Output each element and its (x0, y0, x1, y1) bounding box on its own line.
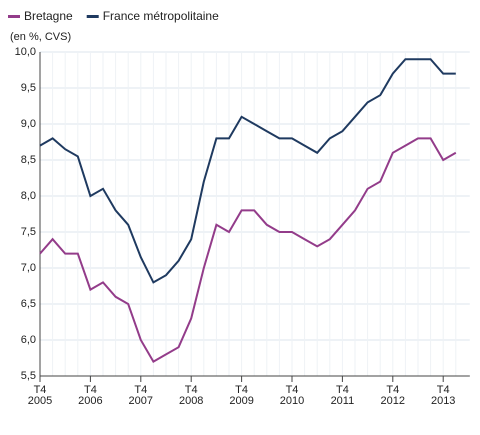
x-tick-label-line: T4 (437, 384, 450, 396)
y-tick-label: 9,0 (21, 118, 36, 130)
x-tick-label-line: T4 (134, 384, 147, 396)
x-tick-label-line: 2007 (129, 395, 153, 407)
x-tick-label-line: T4 (235, 384, 248, 396)
x-tick-label-line: 2006 (78, 395, 102, 407)
x-tick-label-line: T4 (386, 384, 399, 396)
legend-label: Bretagne (24, 9, 73, 23)
x-tick-label: T4 2010 (280, 384, 304, 407)
x-tick-label: T4 2007 (129, 384, 153, 407)
x-tick-label-line: T4 (84, 384, 97, 396)
y-tick-label: 6,0 (21, 334, 36, 346)
x-tick-label-line: 2011 (331, 395, 355, 407)
x-tick-label-line: 2010 (280, 395, 304, 407)
x-tick-label: T4 2012 (381, 384, 405, 407)
x-tick-label-line: 2005 (28, 395, 52, 407)
x-tick-label-line: T4 (286, 384, 299, 396)
legend-swatch (86, 15, 99, 18)
x-tick-label: T4 2008 (179, 384, 203, 407)
x-tick-label: T4 2005 (28, 384, 52, 407)
x-tick-label: T4 2013 (431, 384, 455, 407)
y-tick-label: 9,5 (21, 82, 36, 94)
x-tick-label-line: T4 (34, 384, 47, 396)
x-tick-label-line: 2008 (179, 395, 203, 407)
legend-label: France métropolitaine (103, 9, 219, 23)
x-tick-label: T4 2009 (229, 384, 253, 407)
x-tick-label-line: T4 (185, 384, 198, 396)
line-series (39, 137, 457, 363)
y-tick-label: 8,0 (21, 190, 36, 202)
y-tick-label: 8,5 (21, 154, 36, 166)
x-tick-label-line: 2013 (431, 395, 455, 407)
x-tick-label: T4 2006 (78, 384, 102, 407)
legend-swatch (8, 15, 20, 18)
y-tick-label: 10,0 (15, 46, 36, 58)
y-tick-label: 7,0 (21, 262, 36, 274)
x-tick-label-line: T4 (336, 384, 349, 396)
x-tick-label-line: 2009 (229, 395, 253, 407)
y-tick-label: 7,5 (21, 226, 36, 238)
x-tick-label: T4 2011 (331, 384, 355, 407)
y-tick-label: 5,5 (21, 370, 36, 382)
x-tick-label-line: 2012 (381, 395, 405, 407)
y-tick-label: 6,5 (21, 298, 36, 310)
chart-subtitle: (en %, CVS) (10, 31, 71, 43)
line-series (39, 58, 456, 284)
